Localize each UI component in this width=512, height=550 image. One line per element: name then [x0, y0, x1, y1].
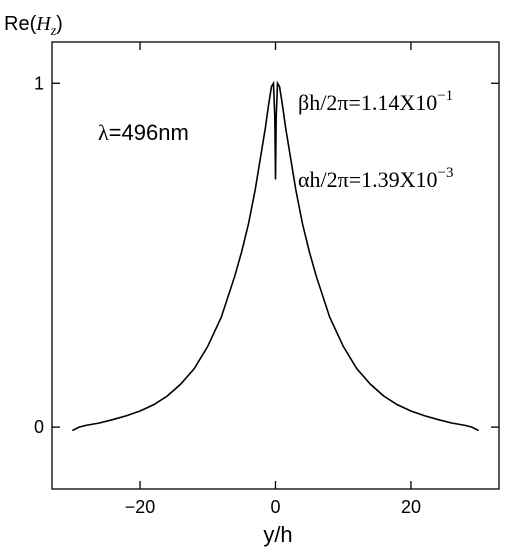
y-tick-label: 1	[34, 73, 44, 93]
alpha-text: h/2π=1.39X10	[310, 167, 438, 192]
x-tick-label: 0	[270, 497, 280, 517]
alpha-exponent: −3	[438, 165, 454, 181]
tick-labels: −20 0 20 0 1	[34, 73, 421, 517]
y-axis-label-suffix: )	[56, 13, 63, 35]
x-tick-label: 20	[401, 497, 421, 517]
beta-annotation: βh/2π=1.14X10−1	[298, 88, 453, 115]
x-axis-label: y/h	[263, 522, 292, 547]
y-axis-label: Re(Hz)	[4, 13, 63, 39]
beta-exponent: −1	[437, 88, 453, 104]
lambda-text: =496nm	[109, 120, 189, 145]
alpha-symbol: α	[298, 167, 310, 192]
x-tick-label: −20	[125, 497, 156, 517]
beta-symbol: β	[298, 90, 309, 115]
beta-text: h/2π=1.14X10	[309, 90, 437, 115]
y-axis-label-sub: z	[50, 24, 57, 39]
tick-marks	[52, 42, 499, 489]
series-line	[71, 80, 480, 432]
lambda-annotation: λ=496nm	[98, 120, 189, 145]
y-tick-label: 0	[34, 417, 44, 437]
y-axis-label-var: H	[35, 13, 52, 35]
alpha-annotation: αh/2π=1.39X10−3	[298, 165, 454, 192]
y-axis-label-prefix: Re(	[4, 13, 37, 35]
lambda-symbol: λ	[98, 120, 109, 145]
